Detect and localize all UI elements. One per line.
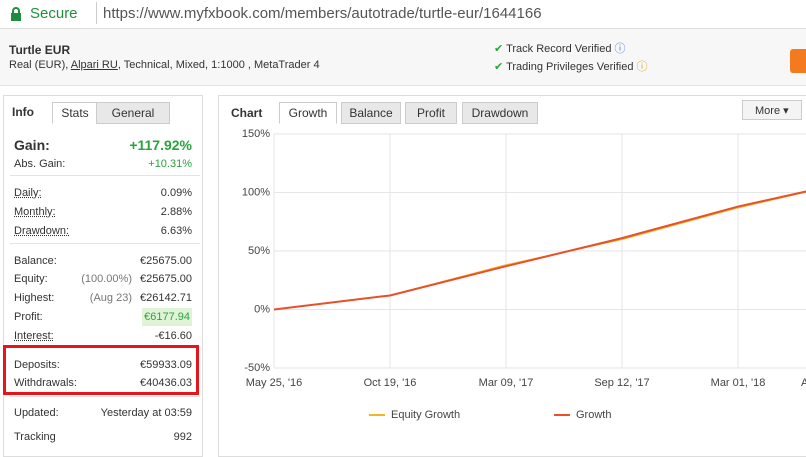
y-tick-label: -50% [244, 362, 270, 374]
series-line [274, 191, 806, 311]
stat-value: 6.63% [160, 225, 192, 237]
lock-icon [11, 7, 21, 21]
stat-label: Highest: [14, 292, 55, 304]
chart-panel: Chart More ▾ 150% 100% 50% 0% -50% May 25, '1… [218, 95, 806, 457]
chart: 150% 100% 50% 0% -50% May 25, '16 Oct 19, '16 M… [242, 128, 806, 421]
y-tick-label: 0% [254, 303, 270, 315]
subtitle-text: Real (EUR), [9, 59, 71, 71]
stat-label: Updated: [14, 407, 59, 419]
separator [10, 243, 200, 244]
action-button[interactable] [790, 49, 806, 73]
x-tick-label: Mar 09, '17 [479, 377, 534, 389]
stat-value: €26142.71 [140, 292, 192, 304]
stat-label: Daily: [14, 187, 42, 199]
stat-row: Monthly: 2.88% [14, 203, 192, 221]
stat-row: Interest: -€16.60 [14, 327, 192, 345]
broker-link[interactable]: Alpari RU [70, 59, 118, 71]
stat-value: Yesterday at 03:59 [100, 407, 192, 419]
verified-item: ✔ Track Record Verified ⓘ [494, 43, 626, 55]
stat-value: 2.88% [160, 206, 192, 218]
y-tick-label: 50% [248, 245, 270, 257]
y-tick-label: 150% [242, 128, 270, 140]
stat-row: Tracking 992 [14, 428, 192, 446]
stat-label: Gain: [14, 137, 50, 153]
stat-value: €40436.03 [140, 377, 192, 389]
verified-item: ✔ Trading Privileges Verified ⓘ [494, 61, 648, 73]
stat-row: Equity: (100.00%) €25675.00 [14, 270, 192, 288]
stats-tab: Info [6, 102, 58, 122]
stat-label: Interest: [14, 330, 54, 342]
stats-tab[interactable]: Stats [52, 102, 98, 124]
legend-label: Equity Growth [391, 409, 460, 421]
stat-note: (Aug 23) [89, 292, 132, 304]
legend-label: Growth [576, 409, 611, 421]
stat-label: Drawdown: [14, 225, 70, 237]
verified-list: ✔ Track Record Verified ⓘ ✔ Trading Priv… [494, 40, 648, 76]
separator [10, 396, 200, 397]
account-header: Turtle EUR Real (EUR), Alpari RU, Techni… [0, 29, 806, 86]
stat-row: Abs. Gain: +10.31% [14, 155, 192, 173]
series-line [274, 190, 806, 311]
verified-text: Trading Privileges Verified [506, 61, 634, 73]
stat-value: €25675.00 [140, 273, 192, 285]
stat-note: (100.00%) [81, 273, 132, 285]
separator [10, 175, 200, 176]
stat-value: 0.09% [160, 187, 192, 199]
stat-value: €6177.94 [142, 308, 192, 326]
stats-tab[interactable]: General [96, 102, 170, 124]
stat-value: €59933.09 [140, 359, 192, 371]
stat-row: Withdrawals: €40436.03 [14, 374, 192, 392]
stats-panel: Info Stats General Gain: +117.92% Abs. Gain: +… [3, 95, 203, 457]
account-subtitle: Real (EUR), Alpari RU, Technical, Mixed,… [9, 59, 320, 71]
stat-row: Updated: Yesterday at 03:59 [14, 404, 192, 422]
chart-tab[interactable]: Drawdown [462, 102, 538, 124]
stat-row: Daily: 0.09% [14, 184, 192, 202]
stat-label: Withdrawals: [14, 377, 77, 389]
x-tick-label: Oct 19, '16 [364, 377, 417, 389]
stat-label: Tracking [14, 431, 56, 443]
stat-label: Abs. Gain: [14, 158, 66, 170]
stat-value: +117.92% [129, 137, 192, 153]
subtitle-text: , Technical, Mixed, 1:1000 , MetaTrader … [117, 59, 320, 71]
stat-row: Gain: +117.92% [14, 136, 192, 154]
address-bar: Secure https://www.myfxbook.com/members/… [0, 0, 806, 29]
stat-row: Profit: €6177.94 [14, 308, 192, 326]
x-tick-label: May 25, '16 [246, 377, 303, 389]
url[interactable]: https://www.myfxbook.com/members/autotra… [103, 5, 542, 22]
stat-row: Deposits: €59933.09 [14, 356, 192, 374]
more-label: More [755, 105, 781, 117]
highlight-box [3, 345, 199, 395]
stat-value: 992 [173, 431, 192, 443]
stat-label: Equity: [14, 273, 48, 285]
verified-text: Track Record Verified [506, 43, 612, 55]
chart-tab[interactable]: Balance [341, 102, 401, 124]
stat-label: Balance: [14, 255, 57, 267]
stat-row: Highest: (Aug 23) €26142.71 [14, 289, 192, 307]
y-tick-label: 100% [242, 186, 270, 198]
stat-value: -€16.60 [154, 330, 192, 342]
stat-label: Monthly: [14, 206, 56, 218]
stat-row: Drawdown: 6.63% [14, 222, 192, 240]
stat-label: Deposits: [14, 359, 60, 371]
divider [96, 2, 97, 24]
x-tick-label: A [801, 377, 806, 389]
more-button[interactable]: More ▾ [742, 100, 802, 120]
x-tick-label: Sep 12, '17 [594, 377, 649, 389]
account-title: Turtle EUR [9, 43, 71, 57]
chart-panel-title: Chart [231, 106, 263, 120]
stat-label: Profit: [14, 311, 43, 323]
stat-row: Balance: €25675.00 [14, 252, 192, 270]
secure-label: Secure [30, 5, 78, 22]
chart-tab[interactable]: Profit [405, 102, 457, 124]
chart-tab[interactable]: Growth [279, 102, 337, 124]
x-tick-label: Mar 01, '18 [711, 377, 766, 389]
stat-value: €25675.00 [140, 255, 192, 267]
stat-value: +10.31% [148, 158, 192, 170]
